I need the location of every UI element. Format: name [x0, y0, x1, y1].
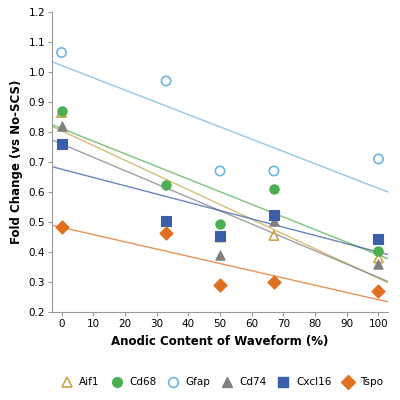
- Point: [163, 181, 169, 188]
- Point: [58, 49, 65, 56]
- Point: [271, 211, 277, 218]
- Point: [217, 220, 223, 227]
- Point: [375, 156, 382, 162]
- Point: [163, 217, 169, 224]
- Point: [217, 282, 223, 288]
- Point: [375, 261, 382, 267]
- Point: [271, 232, 277, 239]
- Point: [163, 229, 169, 236]
- Point: [271, 186, 277, 192]
- Point: [271, 168, 277, 174]
- Point: [375, 235, 382, 242]
- Point: [217, 168, 223, 174]
- Point: [375, 288, 382, 294]
- Point: [58, 123, 65, 129]
- Point: [58, 109, 65, 116]
- Point: [217, 252, 223, 258]
- Point: [163, 78, 169, 84]
- Point: [271, 217, 277, 224]
- Point: [217, 232, 223, 239]
- Point: [375, 247, 382, 254]
- X-axis label: Anodic Content of Waveform (%): Anodic Content of Waveform (%): [111, 334, 329, 348]
- Point: [217, 234, 223, 240]
- Y-axis label: Fold Change (vs No-SCS): Fold Change (vs No-SCS): [10, 80, 23, 244]
- Legend: Aif1, Cd68, Gfap, Cd74, Cxcl16, Tspo: Aif1, Cd68, Gfap, Cd74, Cxcl16, Tspo: [56, 377, 384, 387]
- Point: [271, 279, 277, 285]
- Point: [58, 141, 65, 147]
- Point: [58, 224, 65, 230]
- Point: [375, 255, 382, 261]
- Point: [58, 108, 65, 114]
